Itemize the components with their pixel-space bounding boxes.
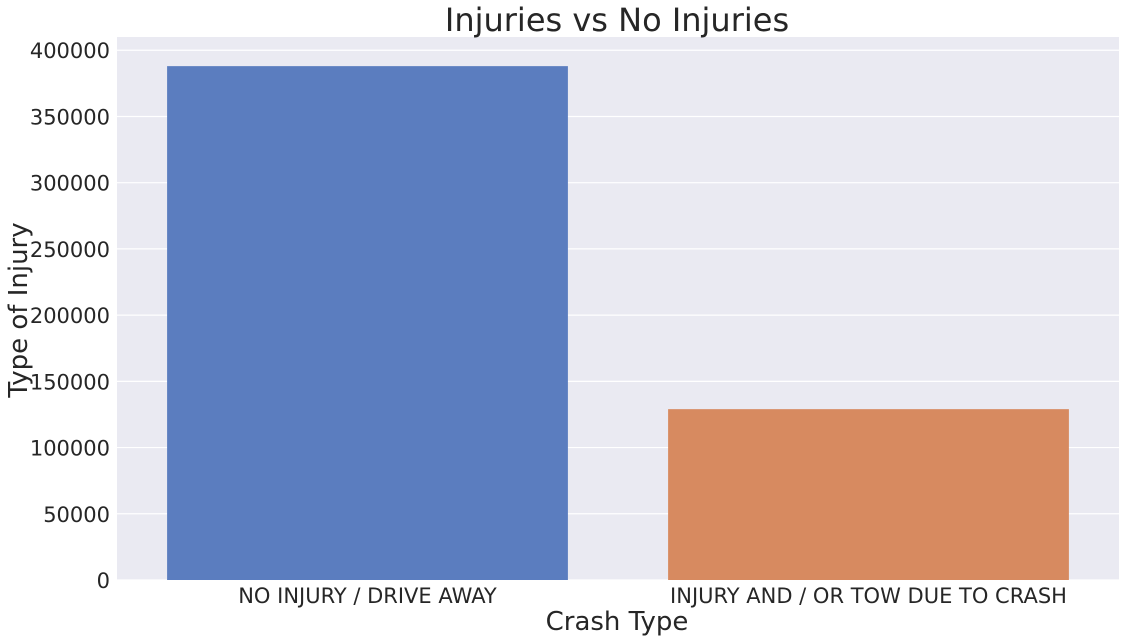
y-tick-label-1: 50000 <box>43 503 110 527</box>
y-tick-label-4: 200000 <box>30 304 110 328</box>
x-tick-label-1: INJURY AND / OR TOW DUE TO CRASH <box>670 584 1067 608</box>
y-tick-label-3: 150000 <box>30 370 110 394</box>
x-tick-label-0: NO INJURY / DRIVE AWAY <box>238 584 497 608</box>
y-tick-label-5: 250000 <box>30 238 110 262</box>
chart-title: Injuries vs No Injuries <box>445 1 789 39</box>
bars <box>167 66 1069 580</box>
x-axis-ticks: NO INJURY / DRIVE AWAY INJURY AND / OR TO… <box>238 584 1067 608</box>
y-axis-ticks: 0 50000 100000 150000 200000 250000 300000 3500… <box>30 39 110 593</box>
y-tick-label-7: 350000 <box>30 105 110 129</box>
y-tick-label-0: 0 <box>97 569 110 593</box>
bar-0 <box>167 66 568 580</box>
y-tick-label-2: 100000 <box>30 437 110 461</box>
bar-1 <box>668 409 1069 580</box>
y-tick-label-6: 300000 <box>30 172 110 196</box>
x-axis-label: Crash Type <box>546 607 689 637</box>
y-tick-label-8: 400000 <box>30 39 110 63</box>
y-axis-label: Type of Injury <box>4 222 34 398</box>
